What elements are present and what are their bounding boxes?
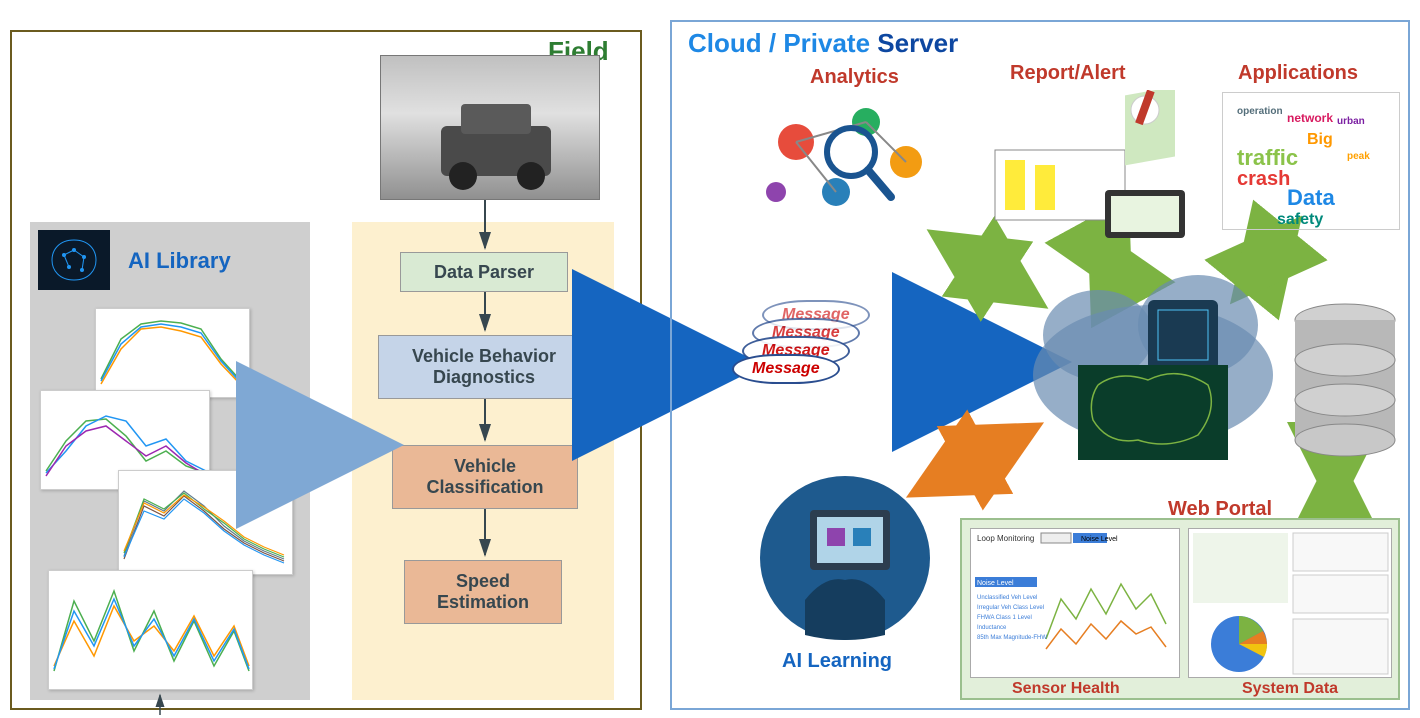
report-label: Report/Alert [1010,62,1126,85]
svg-text:Irregular Veh Class Level: Irregular Veh Class Level [977,605,1044,611]
analytics-icon [746,92,956,232]
system-data-label: System Data [1242,680,1338,698]
wordcloud-word: Big [1307,132,1333,148]
web-portal-label: Web Portal [1168,498,1272,521]
applications-wordcloud: trafficcrashDataBigsafetyreal-timenetwor… [1222,92,1400,230]
wordcloud-word: traffic [1237,147,1298,169]
database-icon [1290,300,1400,460]
server-title: Cloud / Private Server [688,28,958,59]
svg-text:Inductance: Inductance [977,625,1007,631]
chart-thumb [95,308,250,398]
svg-text:FHWA Class 1 Level: FHWA Class 1 Level [977,615,1032,621]
wordcloud-word: real-time [1247,227,1305,230]
vehicle-image [380,55,600,200]
ai-learning-label: AI Learning [782,650,892,673]
analytics-label: Analytics [810,66,899,89]
wordcloud-word: Data [1287,187,1335,209]
server-title-cloud: Cloud / Private [688,28,877,58]
wordcloud-word: network [1287,112,1333,124]
svg-text:Unclassified Veh Level: Unclassified Veh Level [977,595,1037,601]
chart-thumb [48,570,253,690]
system-data-thumb [1188,528,1392,678]
brain-icon [38,230,110,290]
vehicle-behavior-box: Vehicle Behavior Diagnostics [378,335,590,399]
speed-estimation-box: Speed Estimation [404,560,562,624]
wordcloud-word: crash [1237,169,1290,189]
report-icon [985,90,1200,240]
svg-text:85th Max Magnitude-FHW: 85th Max Magnitude-FHW [977,635,1047,641]
cloud-icon [1018,245,1288,475]
vehicle-classification-box: Vehicle Classification [392,445,578,509]
chart-thumb [118,470,293,575]
wordcloud-word: operation [1237,107,1283,117]
svg-text:Loop Monitoring: Loop Monitoring [977,534,1034,543]
svg-text:Noise Level: Noise Level [977,580,1014,587]
ai-library-label: AI Library [128,248,231,274]
server-title-server: Server [877,28,958,58]
applications-label: Applications [1238,62,1358,85]
sensor-health-thumb: Loop Monitoring Noise Level Noise Level … [970,528,1180,678]
svg-text:Noise Level: Noise Level [1081,536,1118,543]
sensor-health-label: Sensor Health [1012,680,1120,698]
message-bubble: Message [732,354,840,384]
wordcloud-word: peak [1347,152,1370,162]
ai-learning-icon [755,470,935,645]
wordcloud-word: urban [1337,117,1365,127]
data-parser-box: Data Parser [400,252,568,292]
